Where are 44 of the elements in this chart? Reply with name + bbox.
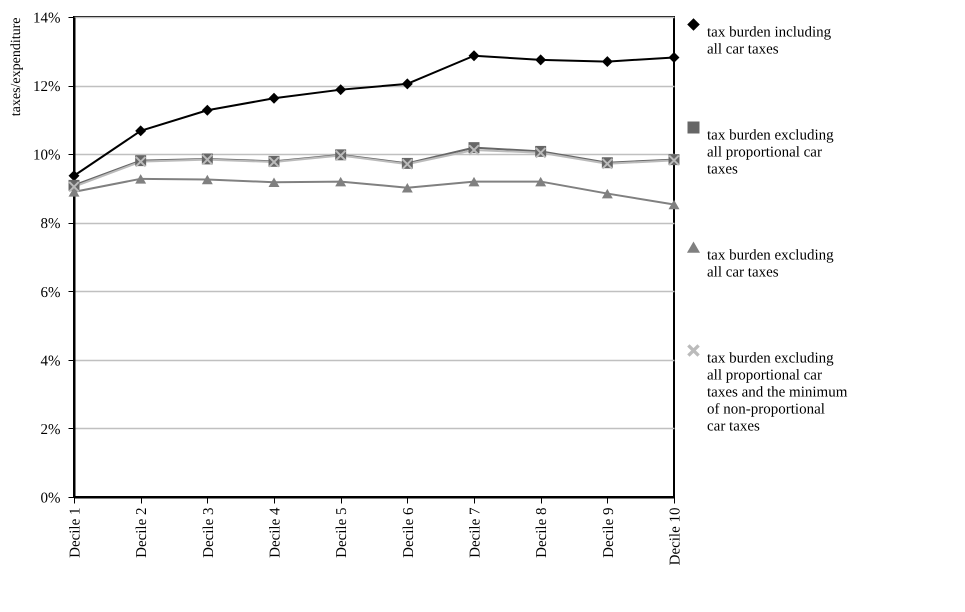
point <box>335 176 346 186</box>
point <box>268 92 280 104</box>
x-tick-label: Decile 9 <box>600 508 617 558</box>
x-tick-label: Decile 10 <box>668 508 684 566</box>
point <box>268 178 280 187</box>
legend-label: tax burden excluding all proportional car taxes and the minimum of non-proportional car taxes <box>707 350 848 434</box>
y-tick-label: 10% <box>33 148 60 164</box>
legend-label: tax burden excluding all car taxes <box>707 248 834 280</box>
point <box>668 52 680 63</box>
point <box>135 125 146 136</box>
y-tick-label: 0% <box>40 490 60 506</box>
point <box>535 54 546 66</box>
y-axis-title: taxes/expenditure <box>9 18 24 116</box>
y-tick-label: 14% <box>33 10 60 26</box>
point <box>68 187 80 197</box>
x-tick-label: Decile 8 <box>534 508 550 558</box>
x-tick-label: Decile 1 <box>68 508 84 558</box>
point <box>402 78 413 90</box>
point <box>135 174 146 184</box>
x-tick-label: Decile 7 <box>468 507 484 558</box>
x-tick-label: Decile 3 <box>200 508 217 558</box>
y-tick-label: 6% <box>40 284 60 301</box>
legend-label: tax burden including all car taxes <box>707 24 832 58</box>
point <box>402 183 413 192</box>
point <box>468 50 480 62</box>
point <box>468 176 480 186</box>
x-tick-label: Decile 2 <box>134 508 150 558</box>
point <box>335 84 346 96</box>
y-tick-label: 12% <box>33 79 60 96</box>
y-tick-label: 4% <box>40 353 60 370</box>
point <box>602 188 613 198</box>
point <box>535 176 546 186</box>
point <box>602 56 613 68</box>
y-tick-label: 2% <box>40 422 60 438</box>
point <box>202 104 213 116</box>
point <box>668 200 680 210</box>
legend-label: tax burden excluding all proportional car taxes <box>707 128 834 178</box>
point <box>68 170 80 182</box>
point <box>468 144 480 156</box>
y-tick-label: 8% <box>40 216 60 232</box>
x-tick-label: Decile 4 <box>268 507 284 558</box>
x-tick-label: Decile 6 <box>400 507 417 558</box>
point <box>202 174 213 184</box>
x-tick-label: Decile 5 <box>334 508 350 558</box>
